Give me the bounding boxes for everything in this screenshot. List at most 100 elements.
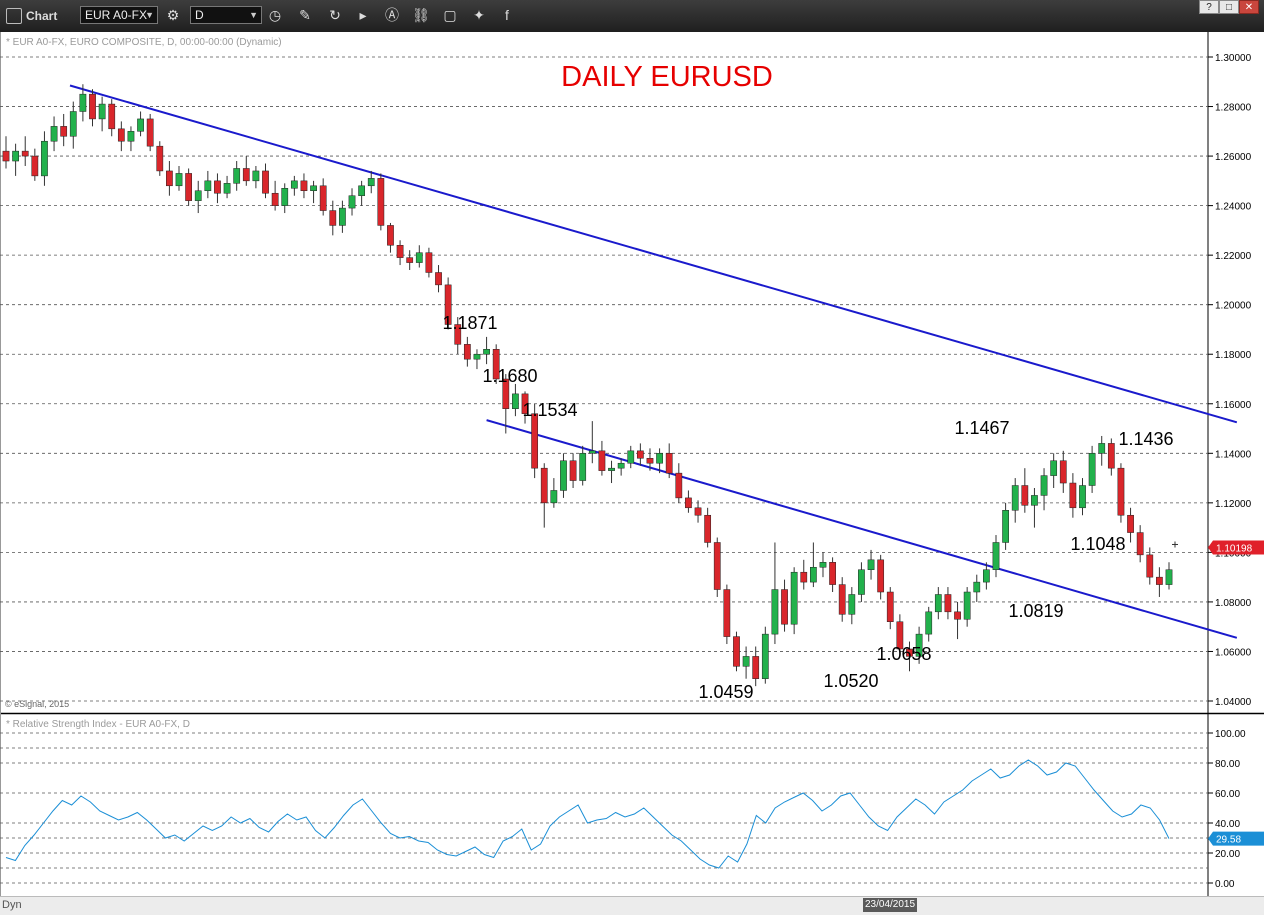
- chart-window-icon: [6, 8, 22, 24]
- candle-body: [1059, 460, 1067, 484]
- comment-icon[interactable]: ▢: [443, 7, 457, 23]
- dyn-toggle[interactable]: Dyn: [2, 899, 22, 911]
- candle-body: [1031, 495, 1038, 506]
- candle-body: [550, 490, 558, 504]
- candle-body: [146, 118, 154, 147]
- twitter-icon[interactable]: ✦: [473, 7, 485, 23]
- bottom-scroll-bar[interactable]: [0, 896, 1264, 915]
- chart-title: DAILY EURUSD: [561, 61, 773, 93]
- candle-body: [723, 589, 731, 637]
- candle-body: [742, 656, 750, 667]
- candle-body: [713, 542, 721, 590]
- candle-body: [415, 252, 423, 263]
- settings-gear-icon[interactable]: ⚙: [166, 7, 180, 23]
- candle-body: [761, 633, 769, 679]
- chevron-down-icon[interactable]: ▼: [249, 10, 258, 20]
- candle-body: [512, 393, 519, 409]
- candle-body: [617, 462, 625, 469]
- candle-body: [89, 93, 96, 120]
- candle-body: [242, 168, 250, 182]
- candle-body: [685, 497, 692, 509]
- price-annotation: 1.0658: [876, 644, 931, 664]
- last-price-label: 1.10198: [1216, 543, 1253, 554]
- trendline: [69, 84, 1238, 424]
- candle-body: [733, 636, 740, 667]
- candle-body: [166, 170, 173, 187]
- candle-body: [348, 195, 356, 209]
- price-annotation: 1.1534: [522, 400, 577, 420]
- candle-body: [944, 594, 952, 613]
- clock-icon[interactable]: ◷: [268, 7, 282, 23]
- pencil-icon[interactable]: ✎: [299, 7, 311, 23]
- candle-body: [1156, 576, 1163, 585]
- candle-body: [838, 584, 846, 615]
- candle-body: [79, 93, 87, 112]
- rsi-last-value-label: 29.58: [1216, 835, 1241, 846]
- candle-body: [358, 185, 366, 196]
- candle-body: [569, 460, 577, 481]
- facebook-icon[interactable]: f: [505, 7, 509, 23]
- price-annotation: 1.1048: [1070, 534, 1125, 554]
- candle-body: [1079, 485, 1086, 509]
- candle-body: [829, 562, 836, 585]
- link-icon[interactable]: ⛓: [412, 7, 430, 23]
- rsi-tick-label: 60.00: [1215, 789, 1240, 800]
- rsi-tick-label: 20.00: [1215, 849, 1240, 860]
- candle-body: [665, 453, 673, 474]
- cursor-date-box: 23/04/2015: [863, 898, 918, 912]
- candle-body: [963, 591, 971, 620]
- candle-body: [281, 188, 289, 206]
- candle-body: [906, 648, 913, 657]
- maximize-button[interactable]: □: [1219, 0, 1239, 14]
- candle-body: [588, 450, 596, 454]
- price-tick-label: 1.24000: [1215, 202, 1252, 213]
- candle-body: [1088, 453, 1096, 486]
- candle-body: [60, 126, 68, 137]
- candle-body: [108, 103, 116, 130]
- symbol-input[interactable]: EUR A0-FX ▼: [80, 6, 158, 24]
- price-annotation: 1.0459: [698, 682, 753, 702]
- candle-body: [800, 571, 808, 583]
- interval-value: D: [195, 8, 204, 22]
- candle-body: [271, 192, 279, 206]
- chevron-down-icon[interactable]: ▼: [145, 10, 154, 20]
- candle-body: [98, 103, 106, 120]
- candle-body: [540, 467, 548, 504]
- candle-body: [771, 589, 779, 635]
- close-button[interactable]: ✕: [1239, 0, 1259, 14]
- play-icon[interactable]: ▸: [359, 7, 367, 23]
- interval-input[interactable]: D ▼: [190, 6, 262, 24]
- candle-body: [435, 272, 442, 286]
- candle-body: [1002, 510, 1009, 543]
- candle-body: [252, 170, 260, 182]
- rsi-last-value-marker: [1208, 831, 1264, 846]
- trendline: [486, 419, 1238, 639]
- candle-body: [1136, 532, 1144, 556]
- help-button[interactable]: ?: [1199, 0, 1219, 14]
- candle-body: [819, 562, 827, 568]
- candle-body: [579, 453, 587, 481]
- candle-body: [752, 656, 760, 679]
- candle-body: [1146, 554, 1154, 578]
- candle-body: [319, 185, 327, 211]
- candle-body: [627, 450, 635, 464]
- refresh-icon[interactable]: ↻: [329, 7, 341, 23]
- alert-icon[interactable]: Ⓐ: [385, 7, 399, 23]
- price-tick-label: 1.06000: [1215, 647, 1252, 658]
- price-tick-label: 1.18000: [1215, 350, 1252, 361]
- candle-body: [300, 180, 308, 192]
- last-price-marker: [1208, 540, 1264, 555]
- candle-body: [290, 180, 298, 189]
- candle-body: [934, 594, 942, 613]
- candle-body: [954, 611, 961, 620]
- candle-body: [367, 178, 375, 187]
- candle-body: [444, 284, 452, 325]
- window-title: Chart: [26, 9, 58, 23]
- candle-body: [1011, 485, 1019, 511]
- candle-body: [704, 514, 712, 543]
- price-annotation: 1.1467: [954, 418, 1009, 438]
- price-annotation: 1.1436: [1118, 429, 1173, 449]
- candle-body: [675, 472, 683, 499]
- candle-body: [377, 178, 385, 226]
- candle-body: [858, 569, 865, 595]
